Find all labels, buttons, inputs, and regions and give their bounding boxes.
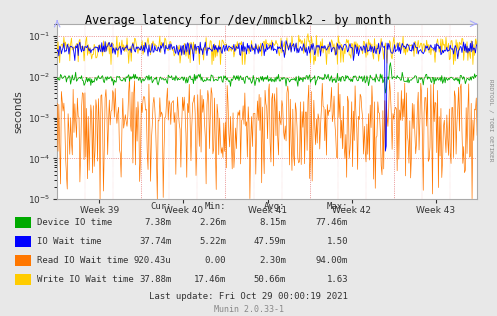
Text: IO Wait time: IO Wait time — [37, 237, 102, 246]
Text: RRDTOOL / TOBI OETIKER: RRDTOOL / TOBI OETIKER — [488, 79, 493, 161]
Text: 94.00m: 94.00m — [316, 256, 348, 265]
Text: Munin 2.0.33-1: Munin 2.0.33-1 — [214, 305, 283, 313]
Text: 2.26m: 2.26m — [199, 218, 226, 227]
Text: 5.22m: 5.22m — [199, 237, 226, 246]
Y-axis label: seconds: seconds — [13, 90, 23, 133]
Text: 47.59m: 47.59m — [253, 237, 286, 246]
Text: 77.46m: 77.46m — [316, 218, 348, 227]
Text: 1.50: 1.50 — [327, 237, 348, 246]
Text: Avg:: Avg: — [264, 203, 286, 211]
Text: 920.43u: 920.43u — [134, 256, 171, 265]
Text: 0.00: 0.00 — [205, 256, 226, 265]
Text: 8.15m: 8.15m — [259, 218, 286, 227]
Text: Write IO Wait time: Write IO Wait time — [37, 275, 134, 284]
Text: Min:: Min: — [205, 203, 226, 211]
Text: 37.88m: 37.88m — [139, 275, 171, 284]
Text: Average latency for /dev/mmcblk2 - by month: Average latency for /dev/mmcblk2 - by mo… — [85, 14, 392, 27]
Text: Max:: Max: — [327, 203, 348, 211]
Text: 37.74m: 37.74m — [139, 237, 171, 246]
Text: 17.46m: 17.46m — [194, 275, 226, 284]
Text: 2.30m: 2.30m — [259, 256, 286, 265]
Text: Cur:: Cur: — [150, 203, 171, 211]
Text: Last update: Fri Oct 29 00:00:19 2021: Last update: Fri Oct 29 00:00:19 2021 — [149, 292, 348, 301]
Text: Device IO time: Device IO time — [37, 218, 112, 227]
Text: Read IO Wait time: Read IO Wait time — [37, 256, 129, 265]
Text: 7.38m: 7.38m — [145, 218, 171, 227]
Text: 50.66m: 50.66m — [253, 275, 286, 284]
Text: 1.63: 1.63 — [327, 275, 348, 284]
